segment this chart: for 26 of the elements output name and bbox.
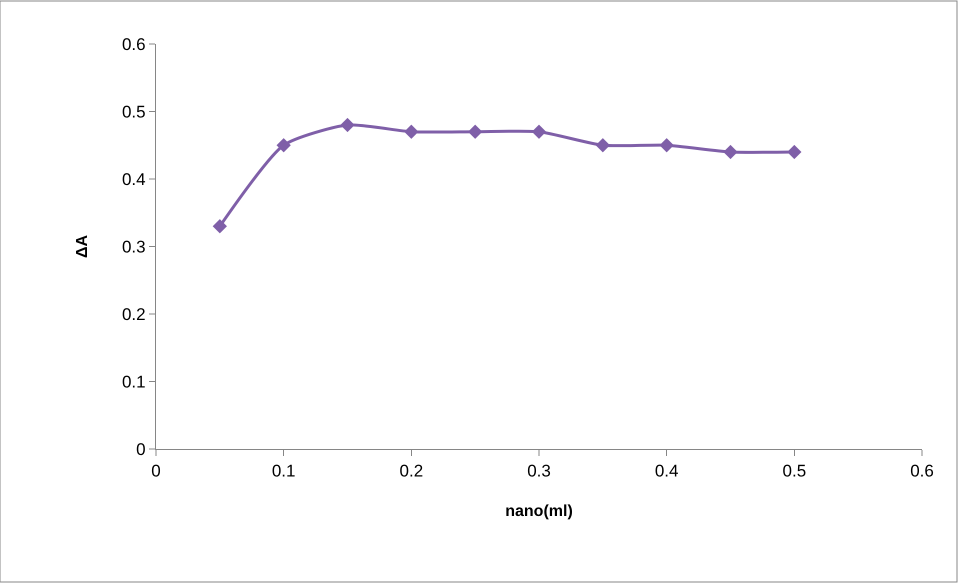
y-tick-label: 0.5: [122, 102, 146, 122]
y-tick-label: 0.6: [122, 34, 146, 54]
x-tick-label: 0: [151, 461, 161, 480]
point: [468, 124, 482, 139]
x-tick-label: 0.6: [910, 461, 934, 480]
point: [596, 138, 610, 152]
y-tick-label: 0.4: [122, 170, 146, 189]
x-tick-label: 0.4: [654, 461, 678, 480]
point: [276, 138, 291, 152]
point: [212, 219, 227, 234]
x-axis-title: nano(ml): [505, 503, 573, 520]
y-tick-label: 0: [136, 440, 146, 459]
y-tick-label: 0.2: [122, 304, 146, 324]
x-tick-label: 0.1: [272, 461, 296, 480]
x-tick-label: 0.3: [527, 461, 551, 480]
point: [787, 144, 802, 160]
point: [340, 118, 355, 132]
point: [404, 124, 418, 139]
x-tick-label: 0.2: [400, 461, 424, 480]
point: [723, 144, 738, 160]
point: [532, 124, 546, 139]
x-tick-label: 0.5: [782, 461, 806, 480]
point: [660, 138, 674, 152]
y-tick-label: 0.3: [122, 237, 146, 256]
y-tick-label: 0.1: [122, 372, 146, 392]
y-axis-title: ΔA: [74, 234, 91, 258]
